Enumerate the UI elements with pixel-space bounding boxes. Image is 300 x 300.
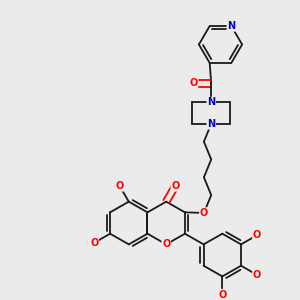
Text: N: N (227, 21, 236, 31)
Text: N: N (207, 119, 215, 129)
Text: O: O (90, 238, 98, 248)
Text: O: O (218, 290, 226, 300)
Text: O: O (171, 181, 179, 191)
Text: O: O (162, 239, 170, 249)
Text: O: O (116, 181, 124, 191)
Text: O: O (200, 208, 208, 218)
Text: N: N (207, 98, 215, 107)
Text: O: O (189, 78, 198, 88)
Text: O: O (253, 270, 261, 280)
Text: O: O (253, 230, 261, 240)
